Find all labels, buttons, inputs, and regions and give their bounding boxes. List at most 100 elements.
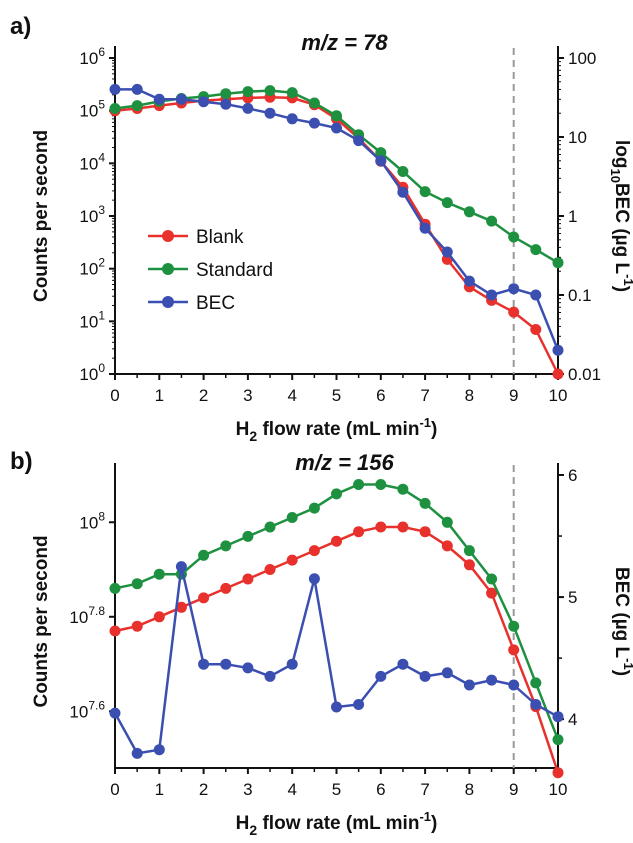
data-point-bec [131, 83, 143, 95]
y-tick-base: 10 [79, 312, 98, 331]
data-point-blank [198, 592, 210, 604]
data-point-blank [242, 573, 254, 585]
y-tick-exponent: 2 [98, 256, 105, 270]
data-point-standard [153, 568, 165, 580]
data-point-bec [220, 98, 232, 110]
data-point-standard [397, 483, 409, 495]
y-tick-base: 10 [79, 513, 98, 532]
data-point-standard [264, 521, 276, 533]
data-point-standard [552, 257, 564, 269]
x-tick-label: 10 [549, 780, 568, 799]
data-point-bec [463, 679, 475, 691]
y2-tick-label: 100 [568, 49, 596, 68]
data-point-standard [131, 578, 143, 590]
data-point-bec [552, 711, 564, 723]
x-tick-label: 2 [199, 780, 208, 799]
chart-panel-a: a)m/z = 780 1 2 3 4 5 6 7 8 9 10100101102103104105… [10, 13, 633, 444]
data-point-standard [419, 186, 431, 198]
data-point-bec [308, 573, 320, 585]
x-axis-label: H2 flow rate (mL min-1) [236, 809, 438, 838]
data-point-bec [131, 747, 143, 759]
data-point-bec [286, 113, 298, 125]
x-tick-label: 7 [420, 386, 429, 405]
y-tick-label: 107.8 [69, 604, 105, 627]
y-tick-base: 10 [79, 49, 98, 68]
data-point-standard [419, 497, 431, 509]
data-point-bec [109, 83, 121, 95]
data-point-blank [508, 644, 520, 656]
x-tick-label: 7 [420, 780, 429, 799]
data-point-standard [308, 502, 320, 514]
y2-label-log: log [611, 140, 632, 169]
data-point-bec [242, 102, 254, 114]
x-tick-label: 2 [199, 386, 208, 405]
y-tick-exponent: 8 [98, 509, 105, 523]
data-point-standard [220, 540, 232, 552]
data-point-standard [286, 87, 298, 99]
data-point-bec [397, 658, 409, 670]
x-tick-label: 3 [243, 386, 252, 405]
panel-label: b) [10, 448, 33, 475]
y-tick-label: 105 [79, 98, 105, 121]
data-point-blank [308, 545, 320, 557]
y2-axis-label: BEC (µg L-1) [611, 567, 633, 676]
data-point-bec [220, 658, 232, 670]
x-label-mid: flow rate (mL min [257, 813, 419, 834]
data-point-bec [397, 186, 409, 198]
data-point-bec [552, 344, 564, 356]
data-point-bec [508, 679, 520, 691]
data-point-bec [264, 107, 276, 119]
x-label-h: H [236, 419, 250, 440]
x-tick-label: 4 [287, 780, 296, 799]
y2-tick-label: 6 [568, 466, 577, 485]
data-point-standard [397, 166, 409, 177]
data-point-bec [486, 289, 498, 301]
x-tick-label: 5 [332, 386, 341, 405]
data-point-blank [508, 306, 520, 318]
y-tick-label: 100 [79, 361, 105, 384]
data-point-blank [486, 587, 498, 599]
x-label-end: ) [431, 419, 437, 440]
y-tick-label: 102 [79, 256, 105, 279]
x-tick-label: 6 [376, 386, 385, 405]
y2-label-main: BEC (µg L [611, 183, 632, 275]
data-point-blank [175, 601, 187, 613]
data-point-bec [264, 670, 276, 682]
y-tick-exponent: 6 [98, 45, 105, 59]
data-point-standard [331, 488, 342, 500]
chart-title: m/z = 156 [295, 450, 394, 475]
y-tick-base: 10 [79, 154, 98, 173]
y-axis-label: Counts per second [31, 535, 52, 707]
data-point-bec [242, 662, 254, 674]
title-value: = 78 [338, 30, 388, 55]
data-point-standard [109, 582, 121, 594]
data-point-bec [308, 117, 320, 129]
data-point-blank [552, 767, 564, 779]
data-point-standard [264, 85, 276, 97]
data-point-standard [198, 549, 210, 561]
y-tick-base: 10 [79, 260, 98, 279]
x-tick-label: 5 [332, 780, 341, 799]
y-tick-exponent: 7.8 [88, 604, 105, 618]
y-tick-label: 107.6 [69, 698, 105, 721]
data-point-blank [530, 324, 542, 335]
series-bec [109, 83, 564, 356]
y2-tick-label: 0.1 [568, 286, 592, 305]
panel-label: a) [10, 13, 31, 40]
legend-label-standard: Standard [196, 260, 273, 281]
x-tick-label: 9 [509, 386, 518, 405]
data-point-standard [441, 197, 453, 209]
data-point-bec [109, 707, 121, 719]
legend-marker-blank [162, 230, 174, 242]
y-tick-exponent: 7.6 [88, 698, 105, 712]
legend: Blank Standard BEC [148, 227, 273, 314]
y-tick-base: 10 [69, 702, 88, 721]
title-value: = 156 [332, 450, 395, 475]
y-tick-base: 10 [79, 102, 98, 121]
legend-marker-standard [162, 263, 174, 275]
data-point-bec [530, 699, 542, 710]
data-point-standard [286, 512, 298, 523]
y-tick-exponent: 4 [98, 150, 105, 164]
data-point-blank [153, 611, 165, 623]
